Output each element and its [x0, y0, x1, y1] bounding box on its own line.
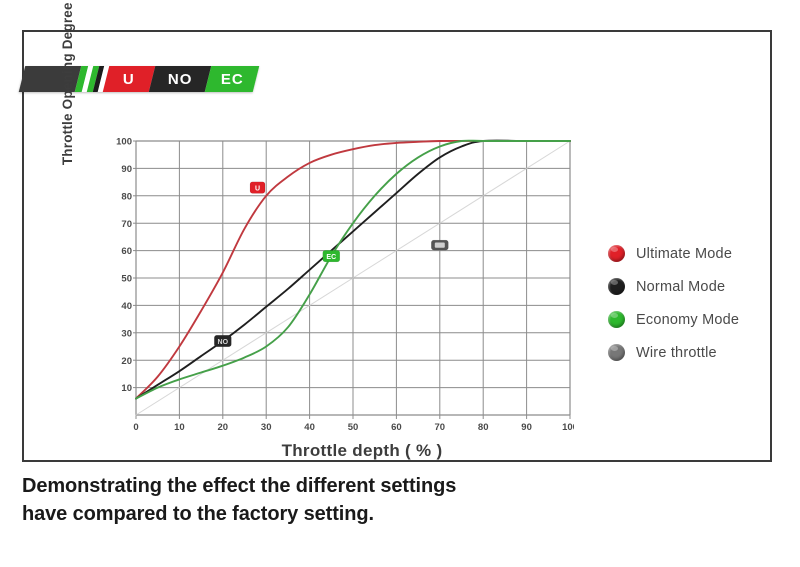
legend-item-wire-throttle: Wire throttle: [608, 336, 788, 369]
legend-label-ultimate: Ultimate Mode: [636, 245, 733, 262]
series-badge-ultimate-mode: U: [249, 181, 266, 194]
brand-label-u: U: [123, 70, 135, 88]
chart-legend: Ultimate Mode Normal Mode Economy Mode W…: [608, 237, 788, 369]
x-axis-title: Throttle depth ( % ): [281, 441, 443, 460]
brand-label-ec: EC: [220, 70, 244, 88]
svg-text:90: 90: [521, 422, 532, 433]
legend-item-economy-mode: Economy Mode: [608, 303, 788, 336]
legend-label-economy: Economy Mode: [636, 311, 740, 328]
svg-text:20: 20: [218, 422, 229, 433]
legend-label-normal: Normal Mode: [636, 278, 726, 295]
legend-swatch-icon-wire: [608, 344, 625, 361]
svg-text:100: 100: [562, 422, 574, 433]
series-badge-wire-throttle: [431, 239, 449, 251]
legend-swatch-icon-economy: [608, 311, 625, 328]
legend-swatch-icon-ultimate: [608, 245, 625, 262]
svg-text:40: 40: [121, 301, 132, 312]
axis-ticks-layer: 10 20 30 40 50 60 70 80 90 100 0 10 20 30 40 50 60 70 80 90…: [116, 137, 574, 433]
caption-line-1: Demonstrating the effect the different s…: [22, 475, 457, 497]
legend-swatch-icon-normal: [608, 278, 625, 295]
svg-text:60: 60: [391, 422, 402, 433]
brand-segment-ec: EC: [204, 66, 260, 92]
svg-text:80: 80: [478, 422, 489, 433]
svg-text:30: 30: [121, 328, 132, 339]
figure-caption: Demonstrating the effect the different s…: [22, 473, 642, 528]
svg-text:100: 100: [116, 137, 132, 148]
series-line-ultimate-mode: [135, 139, 571, 400]
svg-text:10: 10: [174, 422, 185, 433]
legend-label-wire: Wire throttle: [636, 344, 717, 361]
brand-banner: U NO EC: [18, 66, 260, 92]
svg-text:30: 30: [261, 422, 272, 433]
svg-text:70: 70: [435, 422, 446, 433]
figure-card: U NO EC Throttle Opening Degree ( % ) 10…: [18, 0, 772, 462]
svg-text:40: 40: [304, 422, 315, 433]
y-axis-title: Throttle Opening Degree ( % ): [60, 0, 75, 166]
svg-text:U: U: [255, 185, 260, 192]
legend-item-ultimate-mode: Ultimate Mode: [608, 237, 788, 270]
svg-text:0: 0: [133, 422, 138, 433]
brand-label-no: NO: [167, 70, 193, 88]
svg-text:20: 20: [121, 356, 132, 367]
series-badge-normal-mode: NO: [214, 335, 232, 348]
svg-text:70: 70: [121, 219, 132, 230]
svg-text:60: 60: [121, 246, 132, 257]
caption-line-2: have compared to the factory setting.: [22, 502, 374, 525]
svg-text:80: 80: [121, 191, 132, 202]
svg-text:EC: EC: [326, 254, 336, 261]
plot-area: 10 20 30 40 50 60 70 80 90 100 0 10 20 30 40 50 60 70 80 90…: [114, 133, 574, 453]
svg-text:50: 50: [121, 274, 132, 285]
series-badge-layer: U NO EC: [214, 181, 449, 348]
series-badge-economy-mode: EC: [322, 250, 341, 263]
svg-text:90: 90: [121, 164, 132, 175]
chart-svg: 10 20 30 40 50 60 70 80 90 100 0 10 20 30 40 50 60 70 80 90…: [116, 137, 574, 433]
svg-text:50: 50: [348, 422, 359, 433]
svg-text:10: 10: [121, 383, 132, 394]
svg-text:NO: NO: [218, 339, 229, 346]
legend-item-normal-mode: Normal Mode: [608, 270, 788, 303]
brand-segment-u: U: [102, 66, 156, 92]
brand-segment-no: NO: [148, 66, 212, 92]
